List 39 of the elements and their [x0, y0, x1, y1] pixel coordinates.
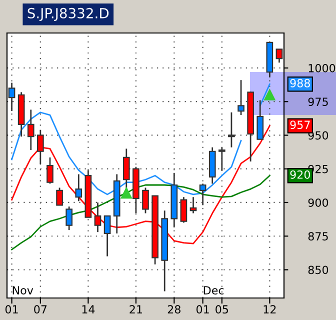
candlestick — [142, 187, 149, 214]
chart-title: S.JP.J8332.D — [28, 8, 109, 22]
candlestick — [256, 100, 264, 140]
candlestick — [66, 206, 73, 231]
y-tick-label: 975 — [308, 98, 328, 106]
candlestick — [8, 82, 16, 112]
candlestick — [56, 187, 63, 206]
x-tick-label: 07 — [34, 305, 47, 314]
candlestick — [218, 146, 226, 172]
x-tick-label: 28 — [168, 305, 180, 314]
candlestick — [228, 112, 235, 148]
candlestick — [276, 48, 283, 64]
y-tick-label: 875 — [308, 232, 328, 240]
candlestick — [94, 202, 102, 233]
y-tick-label: 850 — [308, 266, 328, 274]
line-series — [11, 174, 270, 250]
candlestick — [104, 215, 111, 257]
y-tick-label: 900 — [308, 198, 328, 207]
candlestick — [199, 182, 206, 206]
x-tick-label: 14 — [82, 305, 95, 314]
data-label: 957 — [290, 120, 310, 130]
annotation: Nov — [12, 286, 34, 295]
data-label: 988 — [290, 78, 310, 88]
candlestick — [75, 174, 82, 202]
x-tick-label: 21 — [130, 305, 142, 314]
candlestick — [190, 196, 197, 214]
x-tick-label: 05 — [216, 305, 228, 314]
x-tick-label: 12 — [264, 305, 276, 314]
annotation: Dec — [204, 286, 224, 295]
x-tick-label: 01 — [5, 305, 18, 314]
x-tick-label: 01 — [196, 305, 209, 314]
candlestick — [238, 79, 244, 116]
candlestick — [37, 129, 44, 165]
y-tick-label: 1000 — [308, 64, 336, 72]
candlestick — [46, 156, 54, 184]
candlestick — [122, 148, 130, 190]
candlestick — [27, 108, 34, 151]
candlestick — [180, 196, 188, 224]
data-label: 920 — [290, 170, 310, 179]
